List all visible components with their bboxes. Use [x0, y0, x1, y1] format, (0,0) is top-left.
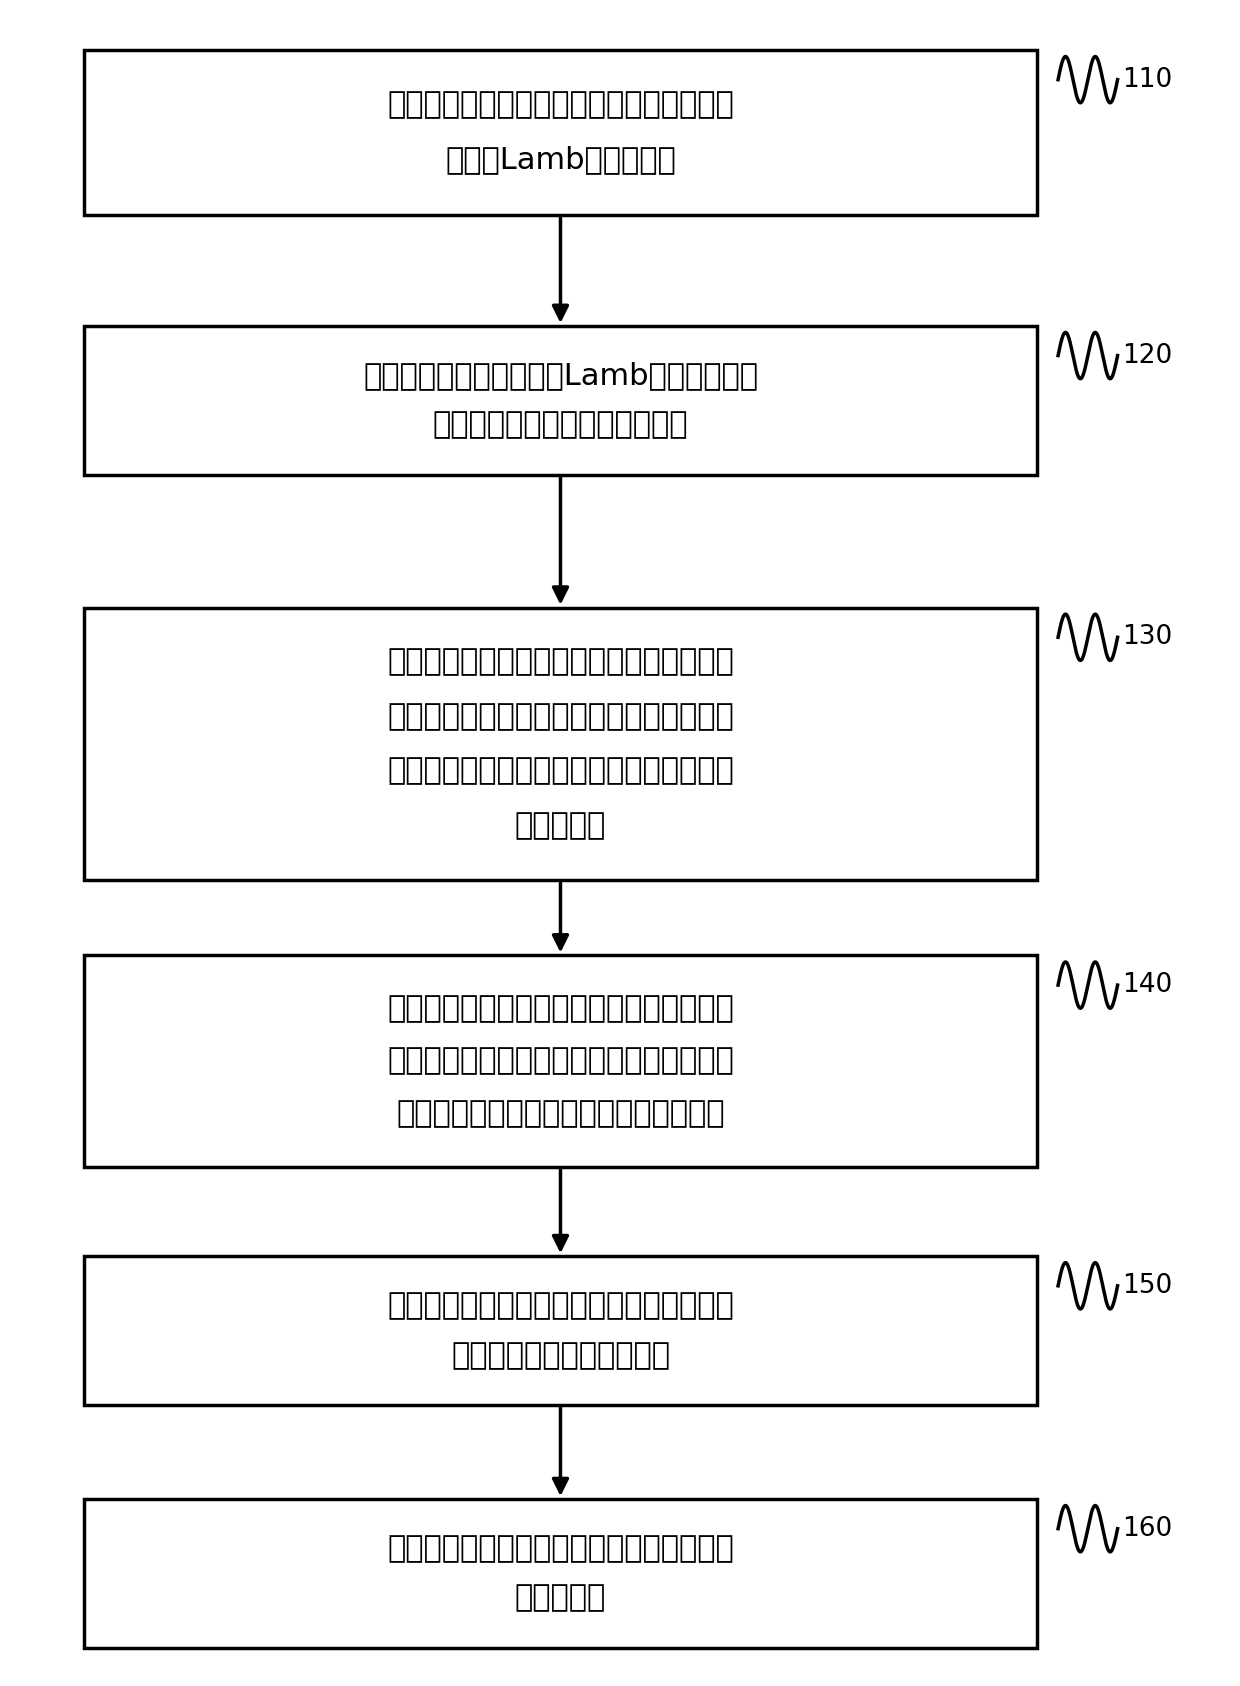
Bar — [84, 51, 1037, 216]
Text: 片对的Lamb波传感信号: 片对的Lamb波传感信号 — [445, 145, 676, 175]
Text: 120: 120 — [1122, 342, 1173, 369]
Text: 的损伤信息: 的损伤信息 — [515, 1583, 606, 1612]
Text: 从所述成像结果中定量化提取所述被测结构: 从所述成像结果中定量化提取所述被测结构 — [387, 1534, 734, 1563]
Text: 基于波形修正的频散补偿算法，对各扫查角: 基于波形修正的频散补偿算法，对各扫查角 — [387, 993, 734, 1023]
Text: 角度，对各压电片对的损伤散射信号进行频: 角度，对各压电片对的损伤散射信号进行频 — [387, 701, 734, 732]
Text: 获取各压电片对的损伤散射信号: 获取各压电片对的损伤散射信号 — [433, 410, 688, 440]
Bar — [84, 956, 1037, 1167]
Text: 110: 110 — [1122, 67, 1173, 93]
Text: 利用各扫查角度的补偿后的波束合成信号进: 利用各扫查角度的补偿后的波束合成信号进 — [387, 1291, 734, 1320]
Text: 根据采集的各压电片对的Lamb波传感信号，: 根据采集的各压电片对的Lamb波传感信号， — [363, 361, 758, 389]
Text: 针对设定的相控阵损伤扫查区域内的各扫查: 针对设定的相控阵损伤扫查区域内的各扫查 — [387, 647, 734, 676]
Text: 度的波束合成信号频谱进行频散补偿处理，: 度的波束合成信号频谱进行频散补偿处理， — [387, 1047, 734, 1076]
Bar — [84, 1256, 1037, 1404]
Text: 行损伤成像，得到成像结果: 行损伤成像，得到成像结果 — [451, 1340, 670, 1369]
Text: 得到各扫查角度的补偿后的波束合成信号: 得到各扫查角度的补偿后的波束合成信号 — [397, 1099, 724, 1128]
Bar — [84, 1499, 1037, 1647]
Text: 140: 140 — [1122, 973, 1173, 998]
Text: 采集布置于被测结构中的压电密集阵各压电: 采集布置于被测结构中的压电密集阵各压电 — [387, 91, 734, 120]
Text: 域波束合成处理，得到各扫查角度的波束合: 域波束合成处理，得到各扫查角度的波束合 — [387, 757, 734, 786]
Text: 150: 150 — [1122, 1273, 1173, 1298]
Text: 130: 130 — [1122, 624, 1173, 651]
Bar — [84, 325, 1037, 474]
Bar — [84, 607, 1037, 880]
Text: 成信号频谱: 成信号频谱 — [515, 811, 606, 840]
Text: 160: 160 — [1122, 1516, 1173, 1541]
